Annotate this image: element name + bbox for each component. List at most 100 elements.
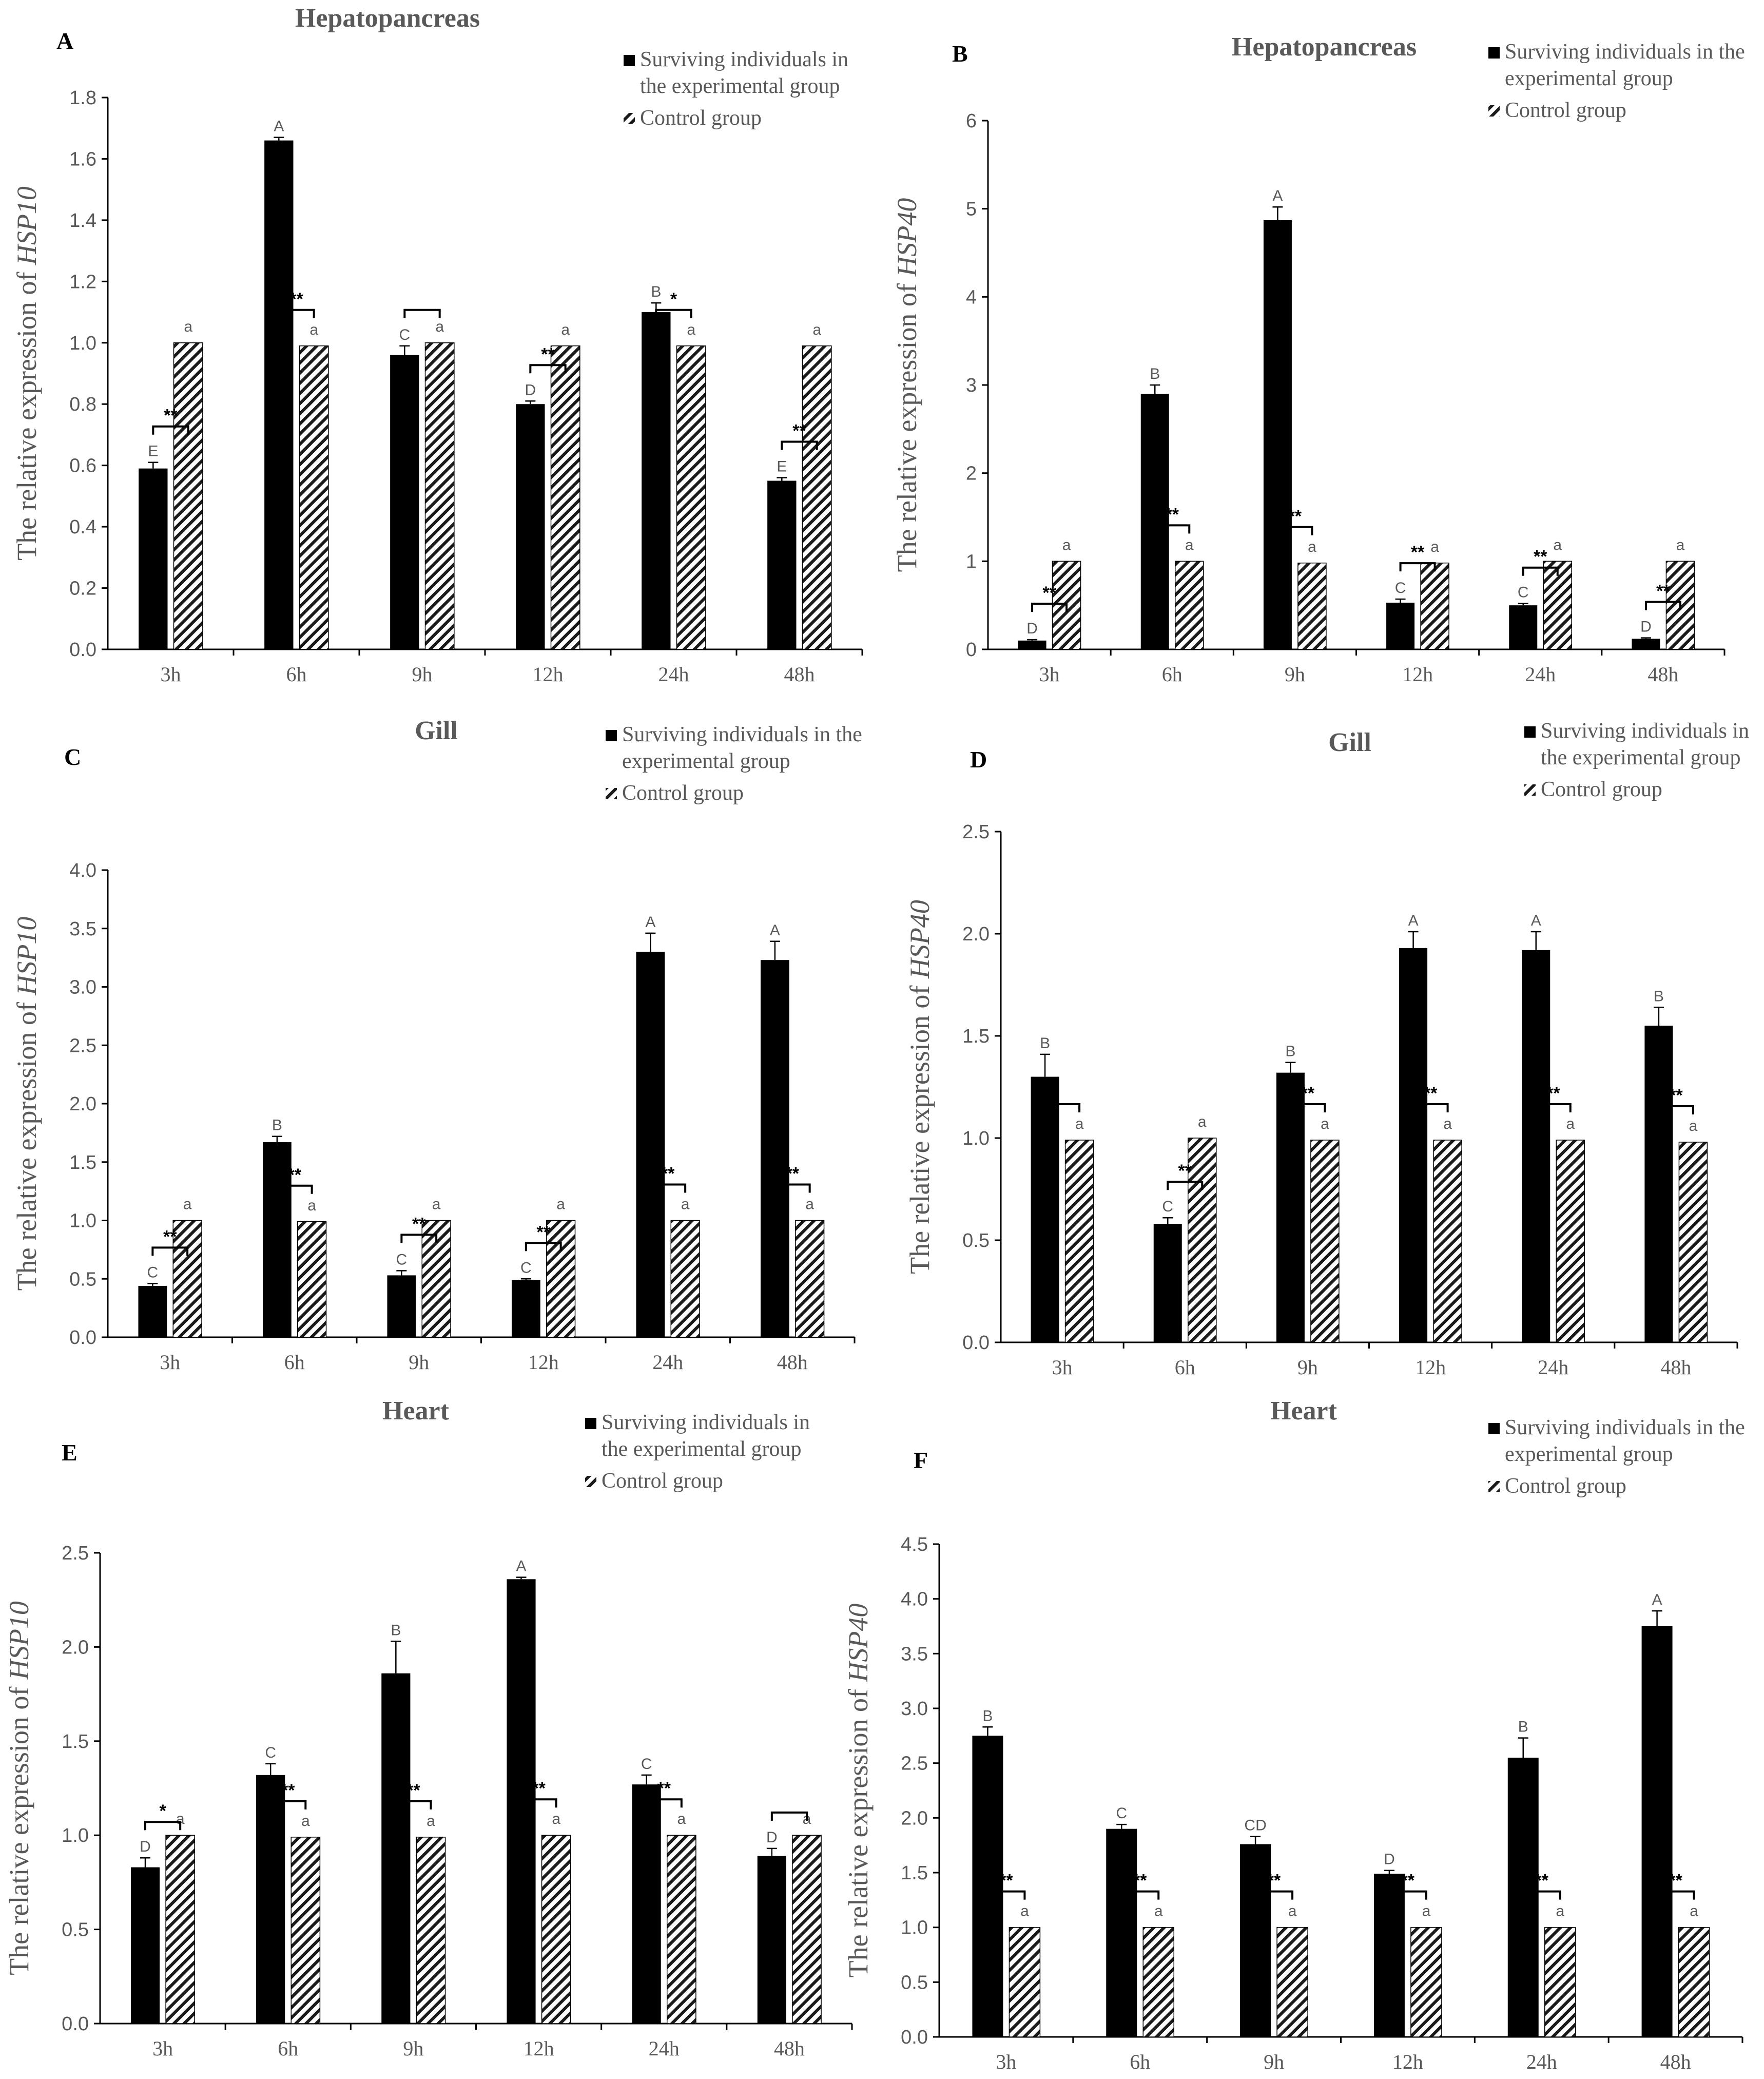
bar-experimental [1263,220,1292,649]
letter-label-control: a [1020,1903,1029,1920]
bar-control [802,345,832,650]
legend-label-experimental-line2: the experimental group [1541,746,1741,769]
significance-label: ** [1535,1871,1549,1891]
significance-bracket [1120,1890,1160,1900]
significance-label: ** [1178,1161,1192,1181]
significance-label: ** [288,1165,302,1185]
legend-label-experimental-line1: Surviving individuals in the [622,723,862,746]
significance-bracket [276,1184,313,1194]
significance-label: ** [1042,583,1056,603]
significance-bracket [1388,1890,1427,1900]
y-tick-label: 0.2 [69,578,96,600]
legend: Surviving individuals in the experimental… [1524,719,1749,801]
bar-experimental [1644,1026,1673,1342]
y-tick-label: 2.5 [962,821,990,843]
letter-label-experimental: A [770,922,780,939]
letter-label-experimental: D [140,1838,151,1855]
y-axis-label-gene: HSP10 [4,1601,34,1680]
y-axis-label-text: The relative expression of [4,1680,34,1975]
significance-bracket [1044,1103,1081,1112]
y-tick-label: 1.5 [62,1731,89,1753]
y-tick-label: 0.5 [69,1268,96,1290]
bar-control [550,345,580,650]
significance-label: ** [1656,582,1670,601]
letter-label-experimental: C [1395,580,1406,596]
bar-control [172,1220,202,1338]
bar-experimental [390,355,419,649]
legend-label-control: Control group [622,781,744,805]
panel-label: E [62,1439,77,1466]
x-tick-label: 9h [1264,2050,1284,2073]
bar-experimental [1140,394,1169,649]
bar-control [541,1835,571,2024]
bar-control [792,1835,822,2024]
bar-experimental [1276,1072,1305,1342]
significance-bracket [1656,1890,1695,1900]
significance-bracket [1399,562,1436,572]
bar-control [1188,1138,1217,1343]
chart-panel-c: Gill C 0.0 0.5 1.0 1.5 2.0 2.5 3.0 3.5 4.0 The rela… [11,716,862,1374]
bar-control [670,1220,700,1338]
significance-label: ** [164,406,178,426]
letter-label-experimental: D [1640,619,1652,636]
bar-experimental [1399,948,1428,1342]
bar-control [1009,1927,1041,2037]
panel-label: C [64,744,81,770]
significance-label: ** [1301,1084,1315,1103]
letter-label-experimental: A [516,1558,526,1575]
bar-experimental [381,1673,411,2024]
letter-label-control: a [1185,536,1194,553]
significance-label: ** [412,1214,426,1234]
y-axis-label-text: The relative expression of [904,978,935,1274]
letter-label-experimental: B [391,1622,401,1639]
letter-label-experimental: B [651,283,661,300]
bar-experimental [642,312,671,649]
legend-swatch-control [585,1476,596,1487]
letter-label-control: a [1198,1113,1207,1130]
significance-label: ** [541,344,555,364]
y-axis-label-text: The relative expression of [11,995,42,1291]
significance-label: ** [1669,1871,1682,1891]
bar-control [1310,1140,1340,1343]
legend-label-experimental-line2: experimental group [622,749,790,773]
bar-control [1678,1142,1708,1343]
significance-bracket [1412,1103,1449,1112]
significance-bracket [400,1234,438,1243]
letter-label-experimental: C [1162,1198,1173,1215]
letter-label-experimental: D [1026,620,1038,637]
bar-experimental [130,1867,160,2024]
legend-swatch-experimental [624,55,635,66]
legend-swatch-control [1488,105,1500,117]
y-tick-label: 3.0 [69,977,96,998]
y-tick-label: 0.0 [962,1332,990,1354]
chart-panel-b: Hepatopancreas B 0 1 2 3 4 5 6 The relative expre… [891,32,1745,686]
bar-experimental [760,960,789,1337]
y-axis-label-gene: HSP40 [891,198,922,277]
x-tick-label: 48h [777,1351,808,1374]
significance-label: ** [406,1781,420,1800]
significance-bracket [1167,1181,1204,1190]
bar-experimental [264,140,294,650]
significance-label: ** [537,1222,551,1242]
y-tick-label: 1.0 [62,1825,89,1846]
letter-label-control: a [561,321,570,338]
significance-label: ** [532,1779,546,1798]
x-tick-label: 48h [774,2037,805,2060]
x-tick-label: 9h [403,2037,423,2060]
x-tick-label: 48h [1660,1356,1691,1379]
y-tick-label: 3.5 [69,918,96,940]
letter-label-experimental: D [766,1829,778,1846]
letter-label-control: a [1321,1115,1329,1132]
x-tick-label: 3h [160,1351,180,1374]
bar-experimental [767,480,797,649]
bar-experimental [1153,1224,1182,1342]
x-tick-label: 9h [412,663,433,686]
x-tick-label: 6h [286,663,307,686]
y-tick-label: 2.0 [62,1637,89,1658]
y-tick-label: 1.2 [69,271,96,293]
significance-bracket [1289,1103,1326,1112]
letter-label-control: a [432,1196,441,1213]
y-tick-label: 3.5 [901,1643,928,1665]
y-tick-label: 3.0 [901,1698,928,1720]
y-tick-label: 1.5 [69,1152,96,1173]
